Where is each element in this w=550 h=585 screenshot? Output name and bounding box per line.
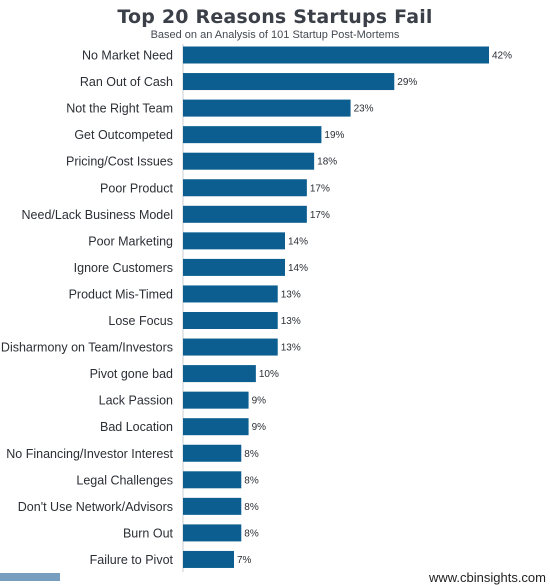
category-label: Poor Marketing	[88, 234, 173, 248]
category-label: Lack Passion	[99, 394, 173, 408]
bar	[183, 391, 249, 409]
footer-url: www.cbinsights.com	[428, 570, 546, 585]
bar	[183, 205, 307, 223]
bar	[183, 365, 256, 383]
category-label: Get Outcompeted	[74, 128, 173, 142]
chart-title: Top 20 Reasons Startups Fail	[117, 6, 433, 28]
bar	[183, 126, 322, 144]
bar	[183, 99, 351, 117]
value-label: 19%	[324, 130, 344, 141]
value-label: 29%	[397, 77, 417, 88]
value-label: 13%	[281, 316, 301, 327]
bar	[183, 444, 242, 462]
value-label: 8%	[244, 449, 259, 460]
category-label: Ignore Customers	[74, 261, 173, 275]
value-label: 14%	[288, 236, 308, 247]
category-label: Product Mis-Timed	[69, 287, 173, 301]
value-label: 18%	[317, 157, 337, 168]
value-label: 13%	[281, 343, 301, 354]
bar	[183, 73, 395, 91]
category-label: No Market Need	[82, 49, 173, 63]
value-label: 13%	[281, 289, 301, 300]
bar	[183, 312, 278, 329]
value-label: 14%	[288, 263, 308, 274]
value-label: 8%	[244, 528, 259, 539]
value-label: 8%	[244, 475, 259, 486]
value-label: 7%	[237, 555, 252, 566]
bar	[183, 258, 285, 276]
bar	[183, 550, 234, 568]
bar	[183, 46, 489, 64]
value-label: 8%	[244, 502, 259, 513]
bar	[183, 179, 307, 197]
bar	[183, 285, 278, 303]
category-label: Failure to Pivot	[90, 553, 174, 567]
category-label: Burn Out	[123, 526, 174, 540]
category-label: Pivot gone bad	[90, 367, 173, 381]
value-label: 17%	[310, 210, 330, 221]
value-label: 42%	[492, 51, 512, 62]
bar	[183, 497, 242, 515]
category-label: No Financing/Investor Interest	[6, 447, 173, 461]
chart-subtitle: Based on an Analysis of 101 Startup Post…	[150, 29, 400, 41]
bar	[183, 152, 315, 170]
category-label: Disharmony on Team/Investors	[1, 341, 173, 355]
category-label: Bad Location	[100, 420, 173, 434]
value-label: 10%	[259, 369, 279, 380]
category-label: Poor Product	[100, 181, 173, 195]
bar	[183, 471, 242, 489]
category-label: Legal Challenges	[76, 473, 173, 487]
value-label: 23%	[354, 104, 374, 115]
bar	[183, 232, 285, 250]
value-label: 9%	[252, 396, 267, 407]
value-label: 17%	[310, 183, 330, 194]
bar	[183, 338, 278, 356]
category-label: Ran Out of Cash	[80, 75, 173, 89]
category-label: Don't Use Network/Advisors	[18, 500, 173, 514]
category-label: Not the Right Team	[66, 102, 173, 116]
category-label: Pricing/Cost Issues	[66, 155, 173, 169]
cb-insights-logo	[0, 573, 60, 581]
bar	[183, 418, 249, 436]
bar	[183, 524, 242, 542]
value-label: 9%	[252, 422, 267, 433]
category-label: Need/Lack Business Model	[22, 208, 173, 222]
category-label: Lose Focus	[108, 314, 173, 328]
